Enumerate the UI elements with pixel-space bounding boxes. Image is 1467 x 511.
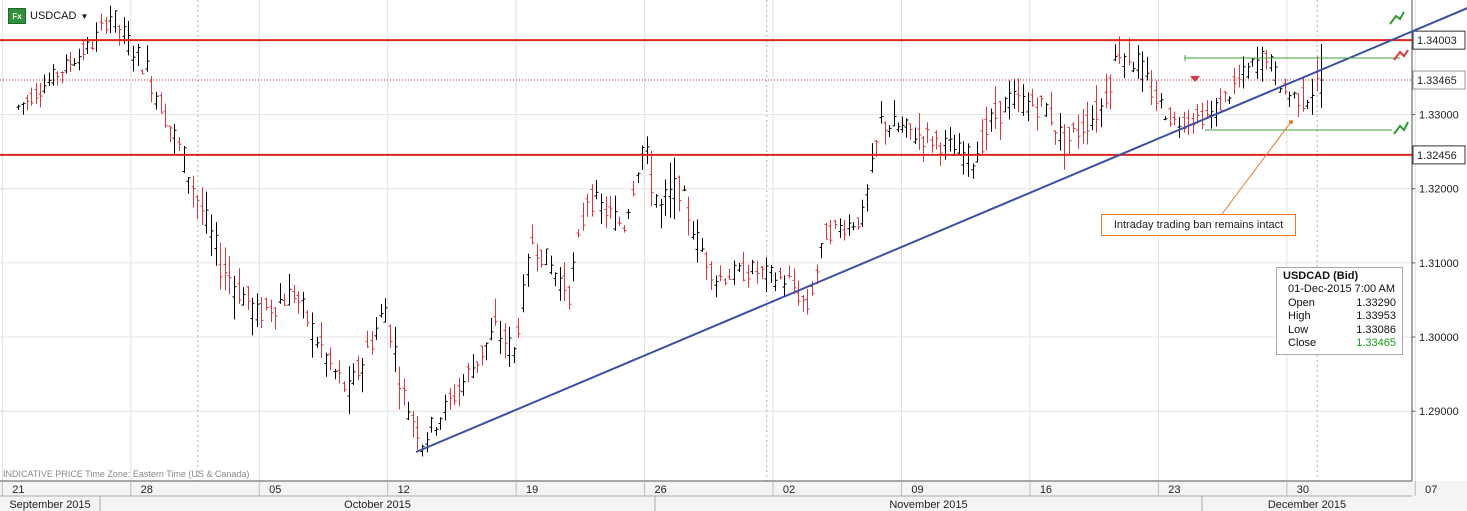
- chevron-down-icon[interactable]: ▼: [80, 12, 89, 21]
- x-tick-label: 26: [654, 484, 666, 496]
- y-tick-label: 1.31000: [1419, 258, 1459, 270]
- info-timestamp: 01-Dec-2015 7:00 AM: [1283, 283, 1396, 297]
- annotation-anchor-dot: [1289, 120, 1293, 124]
- x-tick-label: 16: [1040, 484, 1052, 496]
- timestamp-value: 01-Dec-2015 7:00 AM: [1288, 283, 1396, 295]
- level-price-label: 1.34003: [1417, 35, 1457, 47]
- level-price-box: [1412, 30, 1466, 50]
- trend-up-icon[interactable]: [1389, 11, 1405, 25]
- level-price-label: 1.32456: [1417, 150, 1457, 162]
- low-label: Low: [1288, 323, 1309, 336]
- month-label: November 2015: [889, 499, 967, 511]
- info-row-high: High 1.33953: [1283, 310, 1396, 324]
- buy-zone-icon[interactable]: [1393, 121, 1409, 135]
- x-tick-label: 23: [1168, 484, 1180, 496]
- open-value: 1.33290: [1356, 296, 1396, 309]
- fx-icon: Fx: [8, 8, 26, 24]
- trend-line[interactable]: [415, 7, 1467, 453]
- annotation-callout: Intraday trading ban remains intact: [1101, 214, 1296, 236]
- x-tick-label: 28: [141, 484, 153, 496]
- symbol-toolbar[interactable]: Fx USDCAD ▼: [8, 8, 88, 24]
- current-price-label: 1.33465: [1417, 75, 1457, 87]
- sell-zone-icon[interactable]: [1393, 49, 1409, 61]
- y-tick-label: 1.33000: [1419, 110, 1459, 122]
- symbol-name[interactable]: USDCAD: [30, 10, 77, 22]
- info-title: USDCAD (Bid): [1283, 270, 1359, 282]
- info-row-low: Low 1.33086: [1283, 324, 1396, 338]
- low-value: 1.33086: [1356, 323, 1396, 336]
- x-tick-label: 21: [12, 484, 24, 496]
- open-label: Open: [1288, 296, 1315, 309]
- level-price-box: [1412, 145, 1466, 165]
- x-tick-label: 19: [526, 484, 538, 496]
- current-price-box: [1412, 70, 1466, 90]
- y-tick-label: 1.32000: [1419, 184, 1459, 196]
- annotation-leader: [1221, 121, 1292, 215]
- sell-signal-icon: [1190, 76, 1200, 82]
- high-value: 1.33953: [1356, 310, 1396, 322]
- footer-note: INDICATIVE PRICE Time Zone: Eastern Time…: [3, 469, 249, 479]
- ohlc-info-box: USDCAD (Bid) 01-Dec-2015 7:00 AM Open 1.…: [1276, 267, 1403, 355]
- y-tick-label: 1.30000: [1419, 332, 1459, 344]
- x-tick-label: 05: [269, 484, 281, 496]
- month-label: October 2015: [344, 499, 411, 511]
- close-value: 1.33465: [1356, 337, 1396, 349]
- x-tick-label: 07: [1425, 484, 1437, 496]
- high-label: High: [1288, 310, 1311, 322]
- x-tick-label: 30: [1297, 484, 1309, 496]
- x-tick-label: 12: [398, 484, 410, 496]
- close-label: Close: [1288, 337, 1317, 349]
- month-label: September 2015: [9, 499, 90, 511]
- month-label: December 2015: [1268, 499, 1346, 511]
- info-row-close: Close 1.33465: [1283, 337, 1396, 351]
- x-tick-label: 02: [783, 484, 795, 496]
- x-tick-label: 09: [911, 484, 923, 496]
- y-tick-label: 1.29000: [1419, 406, 1459, 418]
- info-row-open: Open 1.33290: [1283, 297, 1396, 311]
